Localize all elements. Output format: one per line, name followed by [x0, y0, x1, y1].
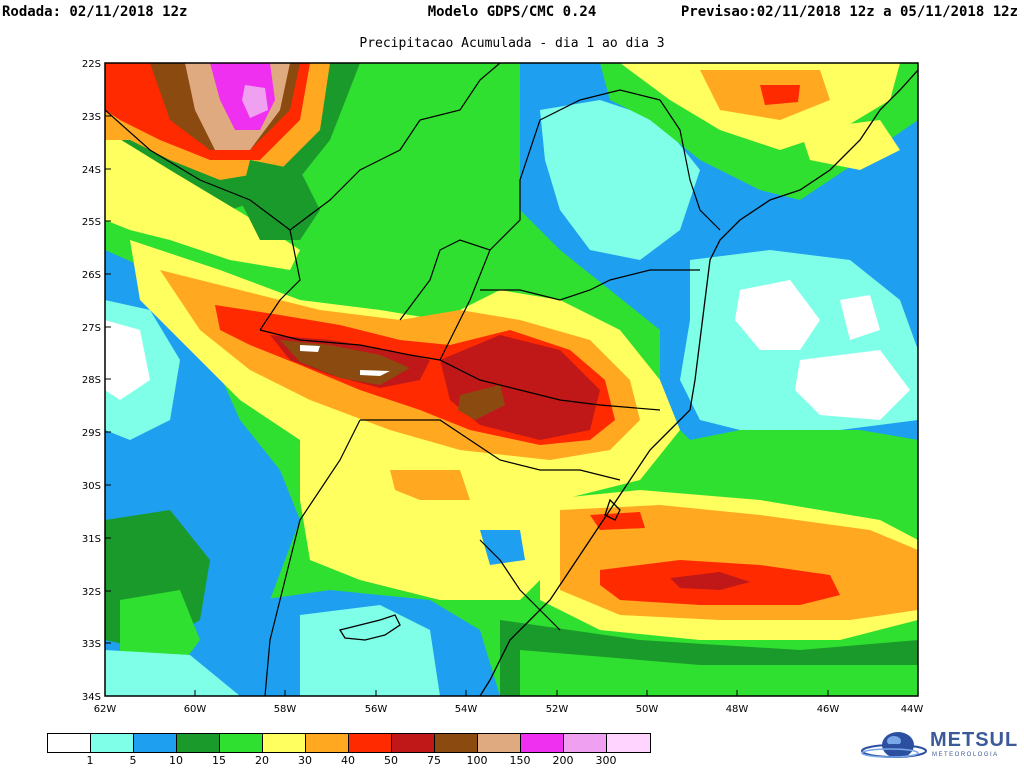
- legend-tick-label: 150: [509, 754, 531, 767]
- lat-label: 26S: [82, 270, 101, 281]
- lat-label: 25S: [82, 217, 101, 228]
- legend-tick-label: 20: [255, 754, 269, 767]
- legend-tick-label: 10: [169, 754, 183, 767]
- lon-label: 62W: [94, 704, 117, 715]
- lat-labels: 22S 23S 24S 25S 26S 27S 28S 29S 30S 31S …: [82, 59, 101, 703]
- lon-label: 50W: [636, 704, 659, 715]
- lat-label: 32S: [82, 587, 101, 598]
- legend-swatch: [306, 734, 349, 752]
- lat-label: 22S: [82, 59, 101, 70]
- lon-label: 54W: [455, 704, 478, 715]
- legend-tick-label: 1: [86, 754, 94, 767]
- legend-swatch: [134, 734, 177, 752]
- lat-ticks: [105, 62, 111, 697]
- legend-swatch: [91, 734, 134, 752]
- legend-swatch: [177, 734, 220, 752]
- lon-labels: 62W 60W 58W 56W 54W 52W 50W 48W 46W 44W: [94, 704, 924, 715]
- legend-swatch: [564, 734, 607, 752]
- lat-label: 33S: [82, 639, 101, 650]
- color-legend: [47, 733, 651, 753]
- lon-ticks: [104, 690, 919, 696]
- lon-label: 52W: [546, 704, 569, 715]
- forecast-period: Previsao:02/11/2018 12z a 05/11/2018 12z: [680, 4, 1018, 20]
- political-boundaries: [105, 63, 721, 696]
- lat-label: 27S: [82, 323, 101, 334]
- legend-swatch: [349, 734, 392, 752]
- lat-label: 23S: [82, 112, 101, 123]
- lat-label: 34S: [82, 692, 101, 703]
- precipitation-field: [105, 63, 918, 696]
- lat-label: 29S: [82, 428, 101, 439]
- lon-label: 56W: [365, 704, 388, 715]
- run-label: Rodada: 02/11/2018 12z: [2, 4, 188, 20]
- legend-tick-label: 300: [595, 754, 617, 767]
- legend-tick-label: 40: [341, 754, 355, 767]
- legend-swatch: [263, 734, 306, 752]
- legend-tick-label: 75: [427, 754, 441, 767]
- lon-label: 58W: [274, 704, 297, 715]
- legend-tick-label: 200: [552, 754, 574, 767]
- legend-swatch: [521, 734, 564, 752]
- legend-tick-label: 15: [212, 754, 226, 767]
- model-title: Modelo GDPS/CMC 0.24: [427, 4, 597, 20]
- legend-tick-label: 30: [298, 754, 312, 767]
- lat-label: 30S: [82, 481, 101, 492]
- lon-label: 48W: [726, 704, 749, 715]
- logo-subtitle: METEOROLOGIA: [932, 752, 999, 758]
- map-subtitle: Precipitacao Acumulada - dia 1 ao dia 3: [359, 36, 665, 51]
- coastline: [338, 69, 918, 696]
- metsul-logo: METSUL METEOROLOGIA: [860, 727, 1020, 767]
- legend-swatch: [435, 734, 478, 752]
- legend-swatch: [392, 734, 435, 752]
- legend-swatch: [48, 734, 91, 752]
- globe-icon: [861, 732, 927, 758]
- lon-label: 60W: [184, 704, 207, 715]
- legend-swatch: [478, 734, 521, 752]
- legend-swatch: [220, 734, 263, 752]
- legend-swatch: [607, 734, 650, 752]
- logo-wordmark: METSUL: [930, 729, 1019, 751]
- lat-label: 28S: [82, 375, 101, 386]
- legend-tick-label: 5: [129, 754, 137, 767]
- lat-label: 31S: [82, 534, 101, 545]
- legend-tick-label: 50: [384, 754, 398, 767]
- legend-tick-label: 100: [466, 754, 488, 767]
- lat-label: 24S: [82, 165, 101, 176]
- lon-label: 46W: [817, 704, 840, 715]
- lon-label: 44W: [901, 704, 924, 715]
